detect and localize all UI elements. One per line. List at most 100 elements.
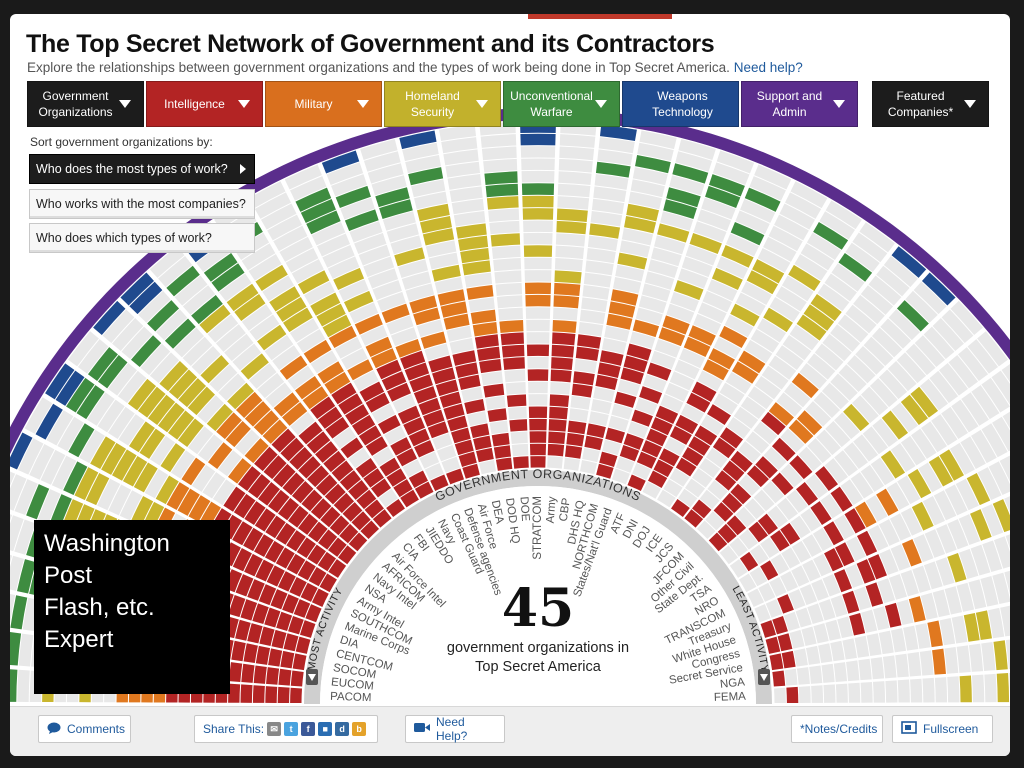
grid-cell <box>999 455 1010 482</box>
grid-cell <box>770 530 790 552</box>
grid-cell <box>744 339 773 364</box>
grid-cell <box>923 561 943 590</box>
grid-cell <box>321 150 360 174</box>
grid-cell <box>768 402 795 426</box>
grid-cell <box>769 653 784 671</box>
grid-cell <box>360 139 398 160</box>
tab-government-organizations[interactable]: Government Organizations <box>27 81 144 127</box>
digg-icon[interactable]: d <box>335 722 350 736</box>
grid-cell <box>846 660 860 682</box>
grid-cell <box>650 417 673 436</box>
grid-cell <box>338 279 369 302</box>
grid-cell <box>462 463 480 479</box>
grid-cell <box>298 456 321 479</box>
tab-featured-companies[interactable]: Featured Companies* <box>872 81 989 127</box>
tab-unconventional-warfare[interactable]: Unconventional Warfare <box>503 81 620 127</box>
facebook-icon[interactable]: f <box>301 722 316 736</box>
grid-cell <box>317 406 343 429</box>
grid-cell <box>830 373 858 401</box>
help-link[interactable]: Need help? <box>733 60 803 75</box>
grid-cell <box>604 325 630 342</box>
grid-cell <box>481 371 503 386</box>
grid-cell <box>500 332 524 346</box>
grid-cell <box>860 464 885 492</box>
grid-cell <box>10 514 13 521</box>
grid-cell <box>310 292 341 316</box>
grid-cell <box>897 475 921 505</box>
grid-cell <box>526 332 550 344</box>
grid-cell <box>911 501 934 531</box>
grid-cell <box>264 607 281 628</box>
down-arrow-left-icon <box>308 674 316 681</box>
grid-cell <box>441 137 478 154</box>
grid-cell <box>343 290 374 313</box>
grid-cell <box>372 509 392 528</box>
grid-cell <box>922 677 935 703</box>
grid-cell <box>900 394 929 425</box>
email-icon[interactable]: ✉ <box>267 722 282 736</box>
grid-cell <box>552 307 578 321</box>
grid-cell <box>10 432 33 470</box>
tab-intelligence[interactable]: Intelligence <box>146 81 263 127</box>
grid-cell <box>166 265 200 297</box>
grid-cell <box>882 655 897 679</box>
notes-credits-button[interactable]: *Notes/Credits <box>791 715 883 743</box>
tab-support-and-admin[interactable]: Support and Admin <box>741 81 858 127</box>
grid-cell <box>988 607 1005 639</box>
grid-cell <box>853 434 879 462</box>
grid-cell <box>57 416 84 452</box>
grid-cell <box>371 175 407 196</box>
grid-cell <box>554 258 583 272</box>
grid-cell <box>1005 534 1010 549</box>
fullscreen-button[interactable]: Fullscreen <box>892 715 993 743</box>
sort-which-types-button[interactable]: Who does which types of work? <box>29 223 255 253</box>
subtitle-text: Explore the relationships between govern… <box>27 60 730 75</box>
grid-cell <box>988 461 1010 495</box>
grid-cell <box>578 321 604 337</box>
grid-cell <box>765 599 783 618</box>
grid-cell <box>128 421 155 453</box>
grid-cell <box>273 392 300 417</box>
grid-cell <box>682 446 704 467</box>
grid-cell <box>910 428 937 459</box>
grid-cell <box>10 595 28 630</box>
tab-military[interactable]: Military <box>265 81 382 127</box>
grid-cell <box>611 403 633 420</box>
grid-cell <box>372 446 394 467</box>
sort-most-companies-button[interactable]: Who works with the most companies? <box>29 189 255 219</box>
need-help-button[interactable]: Need Help? <box>405 715 505 743</box>
grid-cell <box>666 187 701 208</box>
grid-cell <box>597 149 633 166</box>
twitter-icon[interactable]: t <box>284 722 299 736</box>
grid-cell <box>845 564 864 588</box>
comments-button[interactable]: Comments <box>38 715 131 743</box>
grid-cell <box>112 449 137 481</box>
grid-cell <box>941 309 974 344</box>
buzz-icon[interactable]: b <box>352 722 367 736</box>
grid-cell <box>550 381 571 395</box>
grid-cell <box>824 548 844 572</box>
grid-cell <box>244 438 269 464</box>
grid-cell <box>436 444 457 462</box>
grid-cell <box>367 268 399 289</box>
tab-weapons-technology[interactable]: Weapons Technology <box>622 81 739 127</box>
grid-cell <box>558 158 593 173</box>
grid-cell <box>800 243 835 271</box>
grid-cell <box>202 472 226 499</box>
grid-cell <box>199 304 231 334</box>
grid-cell <box>24 397 53 434</box>
grid-cell <box>879 549 899 576</box>
grid-cell <box>684 509 704 528</box>
grid-cell <box>77 339 109 374</box>
sort-most-types-button[interactable]: Who does the most types of work? <box>29 154 255 184</box>
category-tabs: Government Organizations Intelligence Mil… <box>27 81 992 129</box>
grid-cell <box>501 344 525 358</box>
grid-cell <box>966 472 991 506</box>
grid-cell <box>900 569 919 597</box>
tab-homeland-security[interactable]: Homeland Security <box>384 81 501 127</box>
grid-cell <box>76 385 105 420</box>
grid-cell <box>460 248 490 264</box>
grid-cell <box>872 606 890 631</box>
grid-cell <box>356 489 377 510</box>
delicious-icon[interactable]: ■ <box>318 722 333 736</box>
